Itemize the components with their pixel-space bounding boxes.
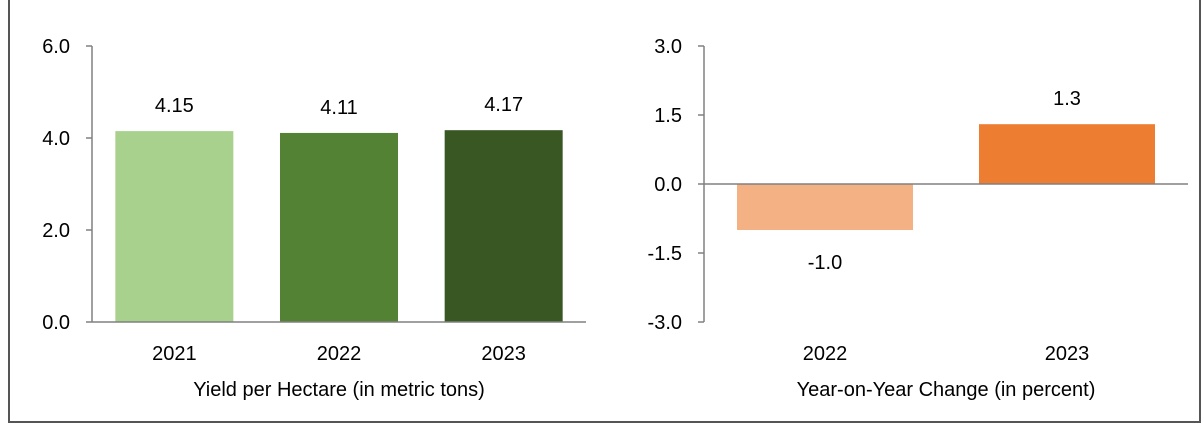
y-tick-label: -3.0 bbox=[648, 312, 682, 334]
data-label-2022: -1.0 bbox=[808, 252, 842, 274]
bar-2023 bbox=[979, 124, 1155, 184]
x-tick-label-2022: 2022 bbox=[803, 343, 848, 365]
data-label-2021: 4.15 bbox=[155, 95, 194, 117]
x-tick-label-2021: 2021 bbox=[152, 343, 197, 365]
y-tick-label: 4.0 bbox=[42, 128, 70, 150]
yield-chart: 0.0 2.0 4.0 6.0 4.15 2021 4.11 2022 4.17 2023 Yiel… bbox=[42, 36, 586, 401]
bar-2021 bbox=[115, 131, 234, 322]
y-tick-label: 0.0 bbox=[42, 312, 70, 334]
chart-frame bbox=[8, 0, 1201, 423]
bar-2022 bbox=[737, 184, 913, 230]
y-tick-label: 0.0 bbox=[654, 174, 682, 196]
bar-2023 bbox=[444, 130, 563, 322]
data-label-2023: 1.3 bbox=[1053, 88, 1081, 110]
bar-2022 bbox=[280, 132, 398, 322]
x-axis-title: Year-on-Year Change (in percent) bbox=[797, 379, 1096, 401]
y-tick-label: 1.5 bbox=[654, 105, 682, 127]
y-tick-label: 3.0 bbox=[654, 36, 682, 58]
data-label-2023: 4.17 bbox=[484, 94, 523, 116]
x-axis-title: Yield per Hectare (in metric tons) bbox=[193, 379, 485, 401]
x-tick-label-2023: 2023 bbox=[1045, 343, 1090, 365]
y-tick-label: 6.0 bbox=[42, 36, 70, 58]
data-label-2022: 4.11 bbox=[320, 97, 357, 119]
change-chart: -3.0 -1.5 0.0 1.5 3.0 -1.0 2022 1.3 2023 Year-on-… bbox=[648, 36, 1188, 401]
x-tick-label-2023: 2023 bbox=[481, 343, 526, 365]
y-tick-label: -1.5 bbox=[648, 243, 682, 265]
y-tick-label: 2.0 bbox=[42, 220, 70, 242]
x-tick-label-2022: 2022 bbox=[317, 343, 362, 365]
